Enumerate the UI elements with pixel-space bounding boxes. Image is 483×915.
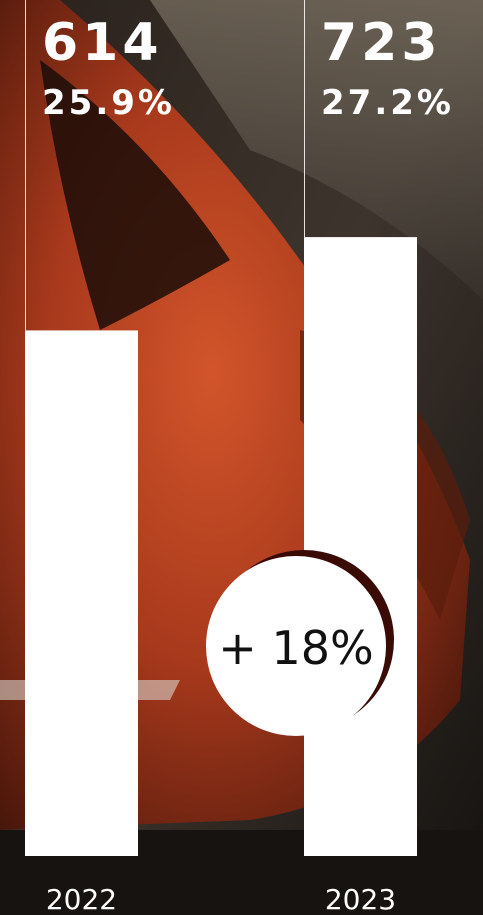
change-annotation: + 18% <box>218 621 373 675</box>
x-tick-label: 2022 <box>46 883 117 915</box>
bar <box>25 330 138 856</box>
share-label: 27.2% <box>321 83 454 123</box>
share-label: 25.9% <box>42 83 175 123</box>
bar <box>304 237 417 856</box>
badge <box>206 556 386 736</box>
x-tick-label: 2023 <box>325 883 396 915</box>
value-label: 723 <box>321 13 442 73</box>
value-label: 614 <box>42 13 163 73</box>
